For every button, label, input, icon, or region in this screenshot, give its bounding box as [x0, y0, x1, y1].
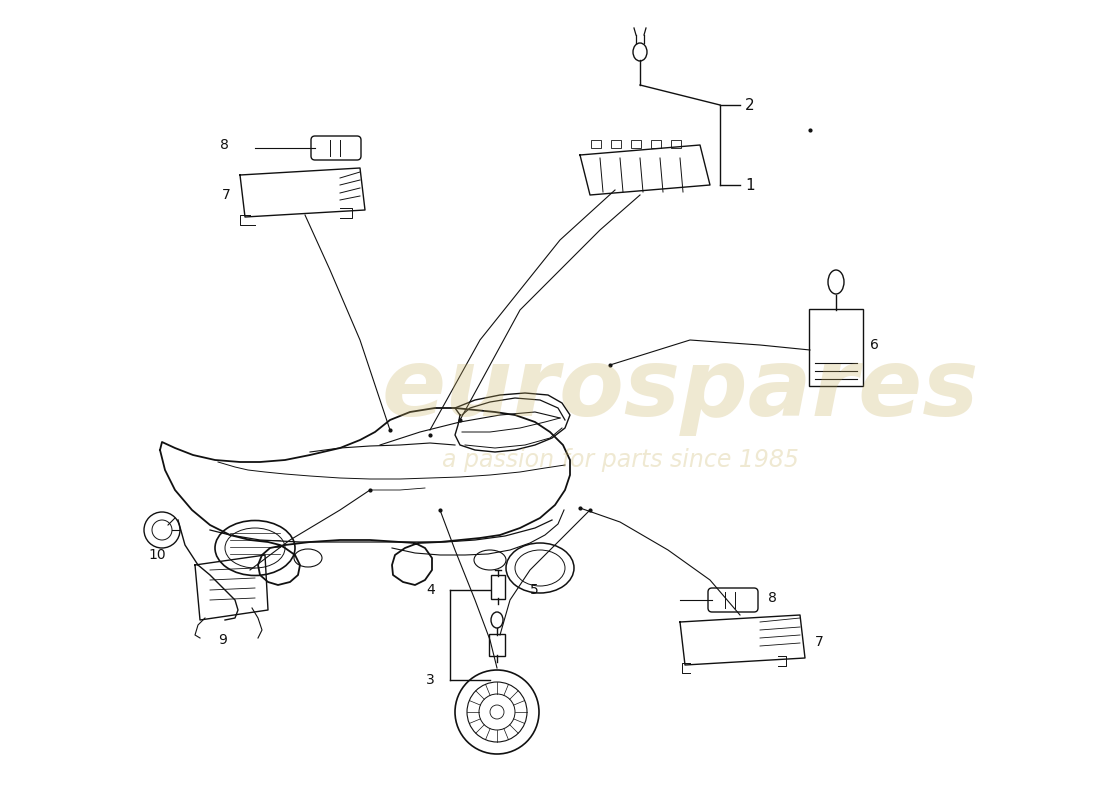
Text: 7: 7	[222, 188, 231, 202]
Text: 6: 6	[870, 338, 879, 352]
Text: 7: 7	[815, 635, 824, 649]
Text: 4: 4	[427, 583, 434, 597]
Text: 2: 2	[745, 98, 755, 113]
Text: eurospares: eurospares	[382, 344, 979, 436]
Text: 3: 3	[427, 673, 434, 687]
Text: 8: 8	[768, 591, 777, 605]
Text: 1: 1	[745, 178, 755, 193]
Text: 10: 10	[148, 548, 166, 562]
Text: 9: 9	[218, 633, 227, 647]
Text: a passion for parts since 1985: a passion for parts since 1985	[441, 448, 799, 472]
Text: 8: 8	[220, 138, 229, 152]
Text: 5: 5	[530, 583, 539, 597]
